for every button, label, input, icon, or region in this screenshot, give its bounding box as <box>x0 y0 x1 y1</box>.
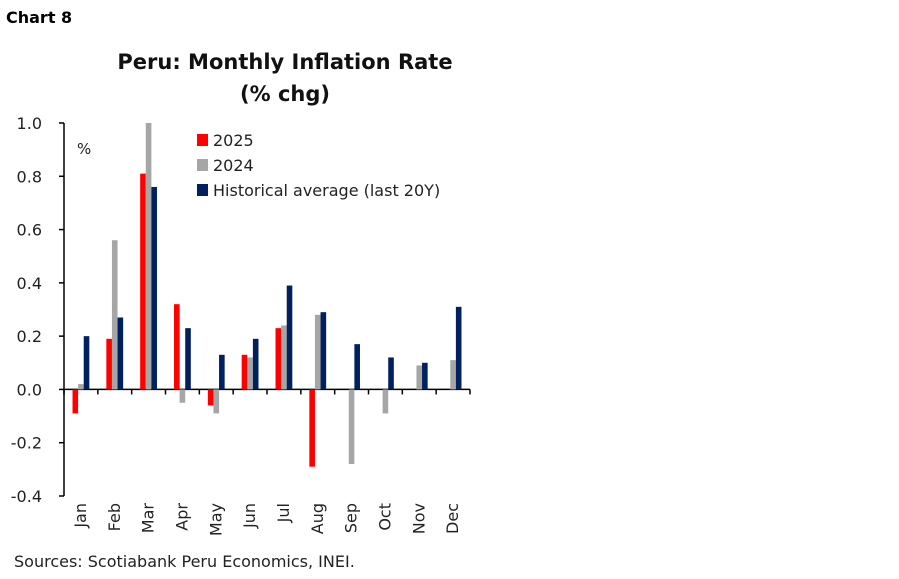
x-tick-label: Jun <box>240 503 259 529</box>
y-tick-label: -0.2 <box>11 434 42 453</box>
bar-feb-historical <box>117 317 124 390</box>
x-tick-label: May <box>206 503 225 536</box>
bar-sep-2024 <box>348 389 355 465</box>
x-tick-label: Aug <box>308 503 327 534</box>
bar-nov-historical <box>422 362 428 390</box>
bar-jun-2024 <box>247 357 253 390</box>
x-tick-label: Jan <box>71 503 90 529</box>
bar-feb-2024 <box>111 240 118 390</box>
bar-oct-2024 <box>382 389 389 414</box>
chart-subtitle: (% chg) <box>240 82 330 106</box>
bar-jul-historical <box>286 285 293 390</box>
bar-mar-historical <box>151 186 157 390</box>
y-tick-label: 1.0 <box>17 114 42 133</box>
x-tick-label: Mar <box>139 503 158 534</box>
y-tick-label: 0.0 <box>17 380 42 399</box>
x-tick-label: Oct <box>375 503 394 531</box>
bar-nov-2024 <box>416 365 423 390</box>
bar-may-historical <box>219 354 225 390</box>
legend-label: 2024 <box>213 156 254 175</box>
bar-apr-2024 <box>179 389 186 403</box>
y-tick-label: 0.2 <box>17 327 42 346</box>
legend-swatch <box>197 159 208 171</box>
bar-aug-2024 <box>314 314 321 390</box>
chart-title: Peru: Monthly Inflation Rate <box>117 50 453 74</box>
bar-jul-2025 <box>275 328 282 390</box>
x-tick-label: Dec <box>443 503 462 534</box>
y-tick-label: 0.8 <box>17 167 42 186</box>
bar-oct-historical <box>388 357 394 390</box>
y-tick-label: -0.4 <box>11 487 42 506</box>
y-tick-label: 0.6 <box>17 221 42 240</box>
x-tick-label: Sep <box>342 503 361 533</box>
bar-dec-2024 <box>450 360 456 390</box>
legend-swatch <box>197 134 208 146</box>
x-tick-label: Apr <box>172 503 191 531</box>
x-tick-label: Feb <box>105 503 124 531</box>
legend-label: Historical average (last 20Y) <box>213 181 440 200</box>
x-tick-label: Nov <box>409 503 428 534</box>
legend-label: 2025 <box>213 131 254 150</box>
bar-jan-historical <box>83 336 90 390</box>
bar-feb-2025 <box>106 338 112 390</box>
bar-apr-2025 <box>174 304 180 390</box>
bar-may-2024 <box>213 389 220 414</box>
bar-mar-2024 <box>145 123 152 390</box>
bar-sep-historical <box>354 344 360 390</box>
bar-jun-2025 <box>241 354 248 390</box>
source-note: Sources: Scotiabank Peru Economics, INEI… <box>14 552 355 571</box>
bar-may-2025 <box>207 389 214 406</box>
bar-apr-historical <box>185 328 191 390</box>
bar-aug-historical <box>320 312 327 390</box>
bar-mar-2025 <box>140 173 146 390</box>
y-tick-label: 0.4 <box>17 274 42 293</box>
bar-aug-2025 <box>309 389 315 467</box>
chart-number-label: Chart 8 <box>6 8 73 27</box>
bar-jan-2024 <box>78 384 84 390</box>
bar-jul-2024 <box>281 325 287 390</box>
x-tick-label: Jul <box>274 503 293 523</box>
legend-swatch <box>197 184 208 196</box>
bar-jun-historical <box>252 338 259 390</box>
bar-dec-historical <box>455 306 462 390</box>
bar-jan-2025 <box>72 389 79 414</box>
y-axis-label: % <box>77 140 91 158</box>
